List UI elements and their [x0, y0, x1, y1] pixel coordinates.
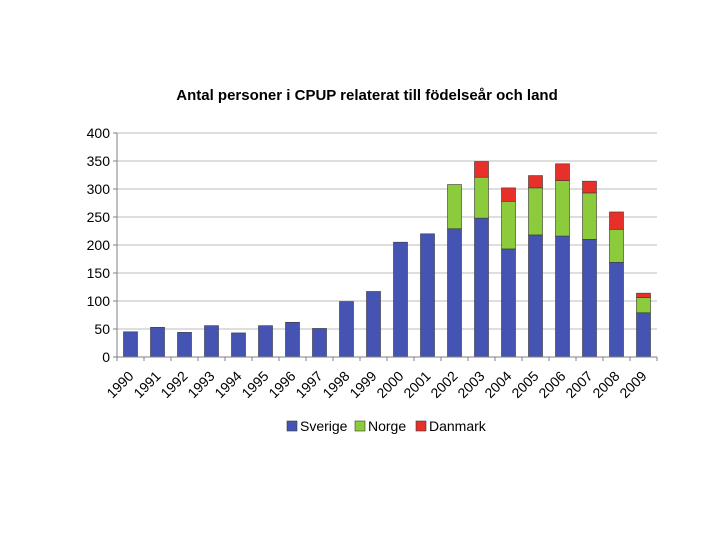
bar-norge-2003	[474, 176, 489, 219]
bar-norge-2008	[609, 229, 624, 263]
y-tick-label: 0	[102, 349, 110, 365]
bar-sverige-1995	[258, 325, 273, 358]
x-tick-label: 2008	[589, 368, 622, 401]
bar-sverige-1994	[231, 332, 246, 358]
bar-sverige-2001	[420, 233, 435, 358]
x-tick-label: 1992	[157, 368, 190, 401]
bar-norge-2006	[555, 180, 570, 237]
x-tick-label: 1999	[346, 368, 379, 401]
x-tick-label: 2009	[616, 368, 649, 401]
x-tick-label: 1990	[103, 368, 136, 401]
legend: Sverige Norge Danmark	[286, 418, 487, 434]
y-tick-labels: 0 50 100 150 200 250 300 350 400	[87, 125, 111, 365]
bar-sverige-2009	[636, 312, 651, 358]
bar-sverige-2008	[609, 262, 624, 358]
bar-sverige-1998	[339, 301, 354, 358]
x-tick-label: 2006	[535, 368, 568, 401]
x-tick-label: 2005	[508, 368, 541, 401]
bar-danmark-2004	[501, 187, 516, 202]
bar-sverige-1996	[285, 321, 300, 358]
bar-sverige-2006	[555, 235, 570, 358]
bar-sverige-1992	[177, 332, 192, 358]
y-tick-label: 350	[87, 153, 111, 169]
legend-swatch-sverige	[286, 420, 298, 432]
bars	[123, 161, 651, 358]
y-tick-label: 250	[87, 209, 111, 225]
bar-sverige-2005	[528, 234, 543, 358]
x-tick-label: 2003	[454, 368, 487, 401]
bar-sverige-2000	[393, 241, 408, 358]
x-tick-label: 2007	[562, 368, 595, 401]
bar-danmark-2008	[609, 211, 624, 230]
bar-sverige-2007	[582, 239, 597, 358]
bar-sverige-1991	[150, 327, 165, 358]
bar-norge-2009	[636, 297, 651, 314]
x-tick-label: 1996	[265, 368, 298, 401]
x-tick-label: 1991	[130, 368, 163, 401]
bar-sverige-1999	[366, 291, 381, 358]
bar-sverige-2003	[474, 217, 489, 358]
legend-swatch-danmark	[415, 420, 427, 432]
bar-sverige-2004	[501, 248, 516, 358]
y-tick-label: 400	[87, 125, 111, 141]
bar-danmark-2005	[528, 175, 543, 189]
bar-sverige-2002	[447, 228, 462, 358]
bar-sverige-1990	[123, 331, 138, 358]
legend-label-sverige: Sverige	[300, 418, 348, 434]
x-tick-label: 2004	[481, 368, 514, 401]
y-tick-label: 100	[87, 293, 111, 309]
bar-danmark-2003	[474, 161, 489, 178]
chart-title: Antal personer i CPUP relaterat till föd…	[176, 87, 558, 104]
x-tick-label: 1995	[238, 368, 271, 401]
x-tick-label: 1997	[292, 368, 325, 401]
y-tick-label: 50	[94, 321, 110, 337]
x-tick-label: 1998	[319, 368, 352, 401]
x-tick-labels: 1990199119921993199419951996199719981999…	[103, 368, 649, 401]
bar-sverige-1993	[204, 325, 219, 358]
bar-danmark-2006	[555, 163, 570, 181]
y-tick-label: 200	[87, 237, 111, 253]
gridlines	[117, 132, 657, 330]
x-tick-label: 2001	[400, 368, 433, 401]
bar-danmark-2007	[582, 180, 597, 194]
x-tick-label: 2000	[373, 368, 406, 401]
y-tick-label: 300	[87, 181, 111, 197]
legend-swatch-norge	[354, 420, 366, 432]
axes	[113, 132, 658, 361]
y-tick-label: 150	[87, 265, 111, 281]
bar-norge-2005	[528, 187, 543, 236]
x-tick-label: 1994	[211, 368, 244, 401]
bar-sverige-1997	[312, 328, 327, 358]
x-tick-label: 2002	[427, 368, 460, 401]
bar-danmark-2009	[636, 292, 651, 298]
bar-norge-2002	[447, 184, 462, 230]
legend-label-norge: Norge	[368, 418, 406, 434]
x-tick-label: 1993	[184, 368, 217, 401]
legend-label-danmark: Danmark	[429, 418, 487, 434]
bar-norge-2004	[501, 201, 516, 250]
bar-norge-2007	[582, 192, 597, 240]
